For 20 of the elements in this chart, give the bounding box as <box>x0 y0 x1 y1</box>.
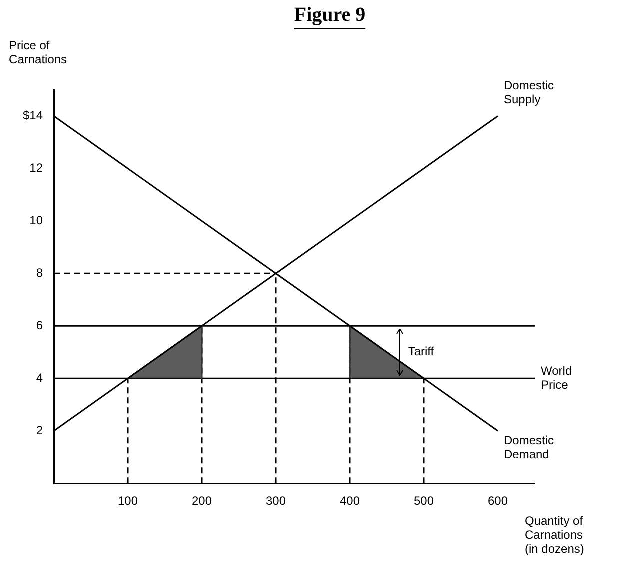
y-tick-label: 8 <box>36 266 44 280</box>
y-tick-label: 10 <box>30 214 44 228</box>
series-label: Domestic Demand <box>504 433 554 462</box>
y-axis-title: Price of Carnations <box>9 38 68 66</box>
y-tick-label: 2 <box>36 423 44 438</box>
x-tick-label: 100 <box>118 494 138 508</box>
series-label: Domestic Supply <box>504 78 554 107</box>
chart-title: Figure 9 <box>294 4 366 26</box>
y-tick-label: 12 <box>30 161 44 176</box>
y-tick-label: $14 <box>22 108 44 123</box>
x-axis-title: Quantity of Carnations (in dozens) <box>525 514 584 556</box>
ref-line-label: World Price <box>541 364 572 392</box>
y-tick-label: 6 <box>36 318 44 332</box>
annotation: Tariff <box>408 344 435 359</box>
x-tick-label: 600 <box>488 494 508 508</box>
x-tick-label: 500 <box>414 494 434 508</box>
x-tick-label: 400 <box>340 494 360 508</box>
x-tick-label: 300 <box>266 494 286 508</box>
y-tick-label: 4 <box>36 370 44 385</box>
x-tick-label: 200 <box>192 494 212 508</box>
